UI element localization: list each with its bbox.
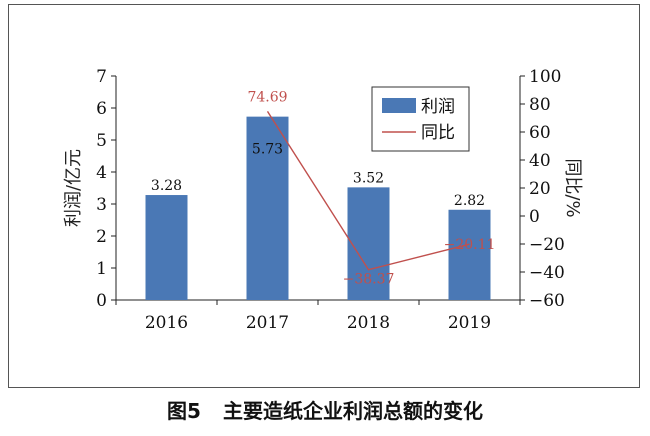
bar [246,116,289,300]
legend-label-line: 同比 [421,123,455,143]
y-axis-title-left: 利润/亿元 [63,149,84,227]
y-tick-label-left: 7 [96,67,107,87]
y-axis-title-right: 同比/% [562,158,583,217]
y-tick-label-left: 6 [96,99,107,119]
y-tick-label-right: 100 [529,67,561,87]
legend-label-bar: 利润 [421,97,455,117]
y-tick-label-right: 80 [529,95,551,115]
legend-box [371,86,470,152]
bar [145,195,188,300]
x-tick-label: 2016 [145,313,188,333]
y-tick-label-left: 0 [96,291,107,311]
y-tick-label-right: 60 [529,123,551,143]
legend-swatch-bar [382,98,416,113]
y-tick-label-right: 0 [529,207,540,227]
line-data-label: 74.69 [247,89,287,105]
x-tick-label: 2018 [347,313,390,333]
figure-title: 主要造纸企业利润总额的变化 [222,399,483,423]
y-tick-label-right: −20 [529,235,565,255]
y-tick-label-left: 1 [96,259,107,279]
bar-data-label: 2.82 [454,193,485,209]
y-tick-label-right: −60 [529,291,565,311]
bar [347,187,390,300]
figure-frame [8,4,640,388]
y-tick-label-right: 40 [529,151,551,171]
bar-data-label: 3.52 [353,170,384,186]
x-tick-label: 2019 [448,313,491,333]
profit-chart: 0 1 2 3 4 5 6 7 −60 −40 −20 0 20 40 60 80 100 2016 2017 201… [63,67,583,333]
bar-data-label: 3.28 [151,178,182,194]
y-tick-label-left: 4 [96,163,107,183]
line-data-label: −38.37 [343,272,395,288]
figure-number: 图5 [167,399,201,423]
y-tick-label-left: 5 [96,131,107,151]
y-tick-label-right: 20 [529,179,551,199]
y-tick-label-right: −40 [529,263,565,283]
figure-caption: 图5 主要造纸企业利润总额的变化 [0,395,650,424]
y-tick-label-left: 2 [96,227,107,247]
line-data-label: −20.11 [444,237,496,253]
x-tick-label: 2017 [246,313,289,333]
y-tick-label-left: 3 [96,195,107,215]
bar [448,209,491,300]
bar-data-label: 5.73 [252,142,283,158]
